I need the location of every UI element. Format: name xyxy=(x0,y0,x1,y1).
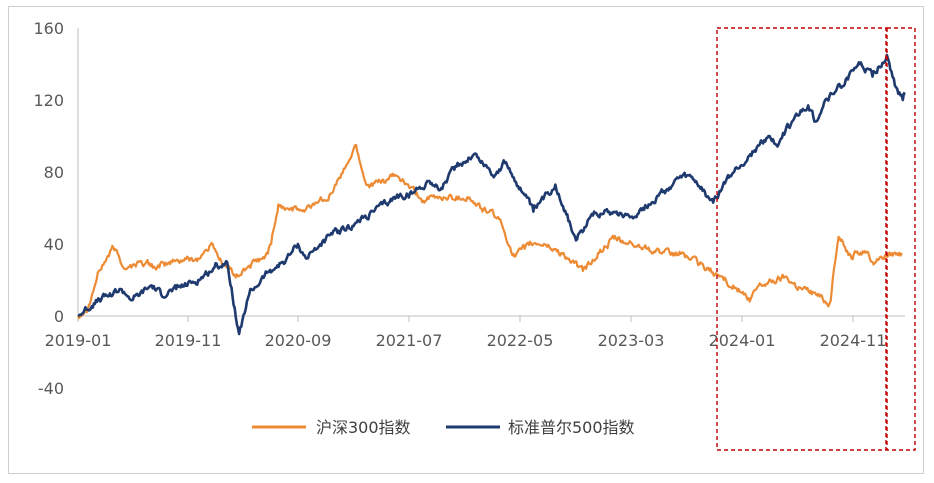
y-axis: 160 120 80 40 0 -40 xyxy=(33,19,79,398)
highlight-layer xyxy=(716,27,916,451)
x-tick-label: 2024-11 xyxy=(820,331,887,350)
y-tick-label: 80 xyxy=(44,163,64,182)
x-tick-label: 2019-01 xyxy=(45,331,112,350)
x-tick-label: 2024-01 xyxy=(709,331,776,350)
y-tick-label: 40 xyxy=(44,235,64,254)
y-tick-label: 160 xyxy=(33,19,64,38)
x-tick-label: 2023-03 xyxy=(598,331,665,350)
legend-label: 标准普尔500指数 xyxy=(508,418,635,437)
x-tick-label: 2021-07 xyxy=(376,331,443,350)
y-tick-label: 0 xyxy=(54,307,64,326)
y-tick-label: -40 xyxy=(38,379,64,398)
x-tick-label: 2022-05 xyxy=(487,331,554,350)
x-tick-label: 2019-11 xyxy=(155,331,222,350)
legend-label: 沪深300指数 xyxy=(316,418,411,437)
highlight-box xyxy=(886,27,916,451)
x-axis: 2019-01 2019-11 2020-09 2021-07 2022-05 2023-… xyxy=(45,315,905,350)
x-tick-label: 2020-09 xyxy=(265,331,332,350)
highlight-box xyxy=(716,27,887,451)
chart-frame xyxy=(8,6,924,474)
series-layer xyxy=(77,53,906,336)
series-line-csi300 xyxy=(77,143,903,320)
series-line-sp500 xyxy=(77,53,906,336)
y-tick-label: 120 xyxy=(33,91,64,110)
legend: 沪深300指数 标准普尔500指数 xyxy=(252,418,635,437)
